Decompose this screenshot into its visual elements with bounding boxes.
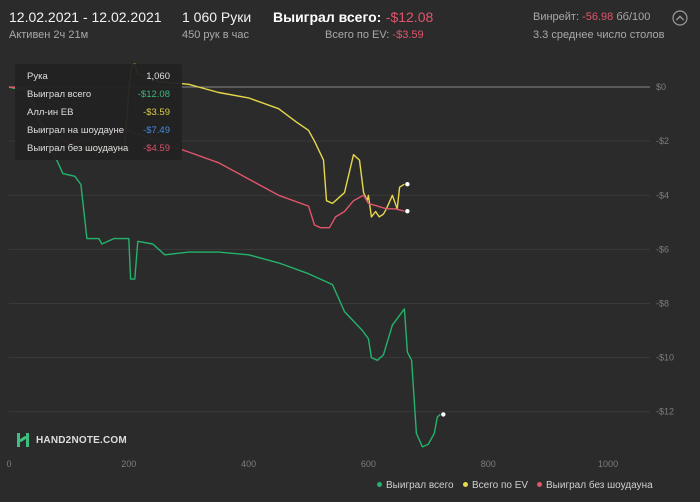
x-tick-label: 200 <box>121 459 136 469</box>
x-tick-label: 800 <box>481 459 496 469</box>
tooltip-row-non-showdown: Выиграл без шоудауна -$4.59 <box>27 143 170 157</box>
active-time: Активен 2ч 21м <box>9 29 89 41</box>
y-axis: $0 -$2 -$4 -$6 -$8 -$10 -$12 <box>656 82 674 417</box>
total-won-value: -$12.08 <box>385 9 434 25</box>
average-tables: 3.3 среднее число столов <box>533 29 665 41</box>
y-tick-label: -$12 <box>656 407 674 417</box>
winrate-value: -56.98 <box>582 11 614 23</box>
winrate: Винрейт: -56.98 бб/100 <box>533 11 650 23</box>
legend-dot <box>463 481 468 487</box>
y-tick-label: $0 <box>656 82 666 92</box>
tooltip-label: Выиграл без шоудауна <box>27 143 129 154</box>
tooltip-label: Алл-ин EB <box>27 107 74 118</box>
tooltip-row-showdown: Выиграл на шоудауне -$7.49 <box>27 125 170 139</box>
tooltip-label: Выиграл всего <box>27 89 92 100</box>
legend-label: Всего по EV <box>472 480 529 491</box>
y-tick-label: -$4 <box>656 190 669 200</box>
tooltip-value: -$12.08 <box>137 89 170 100</box>
legend-item-ev[interactable]: Всего по EV <box>463 480 528 491</box>
y-tick-label: -$10 <box>656 353 674 363</box>
tooltip-value: -$4.59 <box>143 143 170 154</box>
total-ev: Всего по EV: -$3.59 <box>325 29 424 41</box>
tooltip-value: -$3.59 <box>143 107 170 118</box>
tooltip-label: Рука <box>27 71 48 82</box>
winrate-label: Винрейт: <box>533 11 580 23</box>
hover-tooltip: Рука 1,060 Выиграл всего -$12.08 Алл-ин … <box>15 64 182 160</box>
legend-label: Выиграл без шоудауна <box>546 480 653 491</box>
total-won: Выиграл всего: -$12.08 <box>273 9 433 27</box>
legend-item-non-showdown[interactable]: Выиграл без шоудауна <box>537 480 653 491</box>
chart-grid <box>9 86 650 413</box>
tooltip-value: 1,060 <box>146 71 170 82</box>
x-axis: 0 200 400 600 800 1000 <box>6 459 618 469</box>
x-tick-label: 0 <box>6 459 11 469</box>
legend-dot <box>377 481 382 487</box>
legend-label: Выиграл всего <box>386 480 454 491</box>
winrate-unit: бб/100 <box>616 11 651 23</box>
total-ev-label: Всего по EV: <box>325 29 390 41</box>
date-range: 12.02.2021 - 12.02.2021 <box>9 9 162 25</box>
x-tick-label: 600 <box>361 459 376 469</box>
hands-per-hour: 450 рук в час <box>182 29 250 41</box>
y-tick-label: -$6 <box>656 244 669 254</box>
series-end-point <box>405 209 410 214</box>
series-line-0 <box>8 86 441 448</box>
total-ev-value: -$3.59 <box>392 29 424 41</box>
y-tick-label: -$2 <box>656 136 669 146</box>
legend-item-total-won[interactable]: Выиграл всего <box>377 480 454 491</box>
tooltip-row-hand: Рука 1,060 <box>27 71 170 85</box>
x-tick-label: 400 <box>241 459 256 469</box>
chevron-up-icon[interactable] <box>672 10 688 26</box>
tooltip-row-allin-ev: Алл-ин EB -$3.59 <box>27 107 170 121</box>
series-end-point <box>405 181 410 187</box>
y-tick-label: -$8 <box>656 298 669 308</box>
hand2note-logo: HAND2NOTE.COM <box>36 435 127 446</box>
legend-dot <box>537 481 542 487</box>
series-end-point <box>441 412 446 417</box>
total-won-label: Выиграл всего: <box>273 9 382 25</box>
hand2note-logo-icon <box>17 433 29 447</box>
x-tick-label: 1000 <box>598 459 618 469</box>
tooltip-label: Выиграл на шоудауне <box>27 125 125 136</box>
hands-count: 1 060 Руки <box>182 9 252 25</box>
tooltip-row-total-won: Выиграл всего -$12.08 <box>27 89 170 103</box>
tooltip-value: -$7.49 <box>143 125 170 136</box>
